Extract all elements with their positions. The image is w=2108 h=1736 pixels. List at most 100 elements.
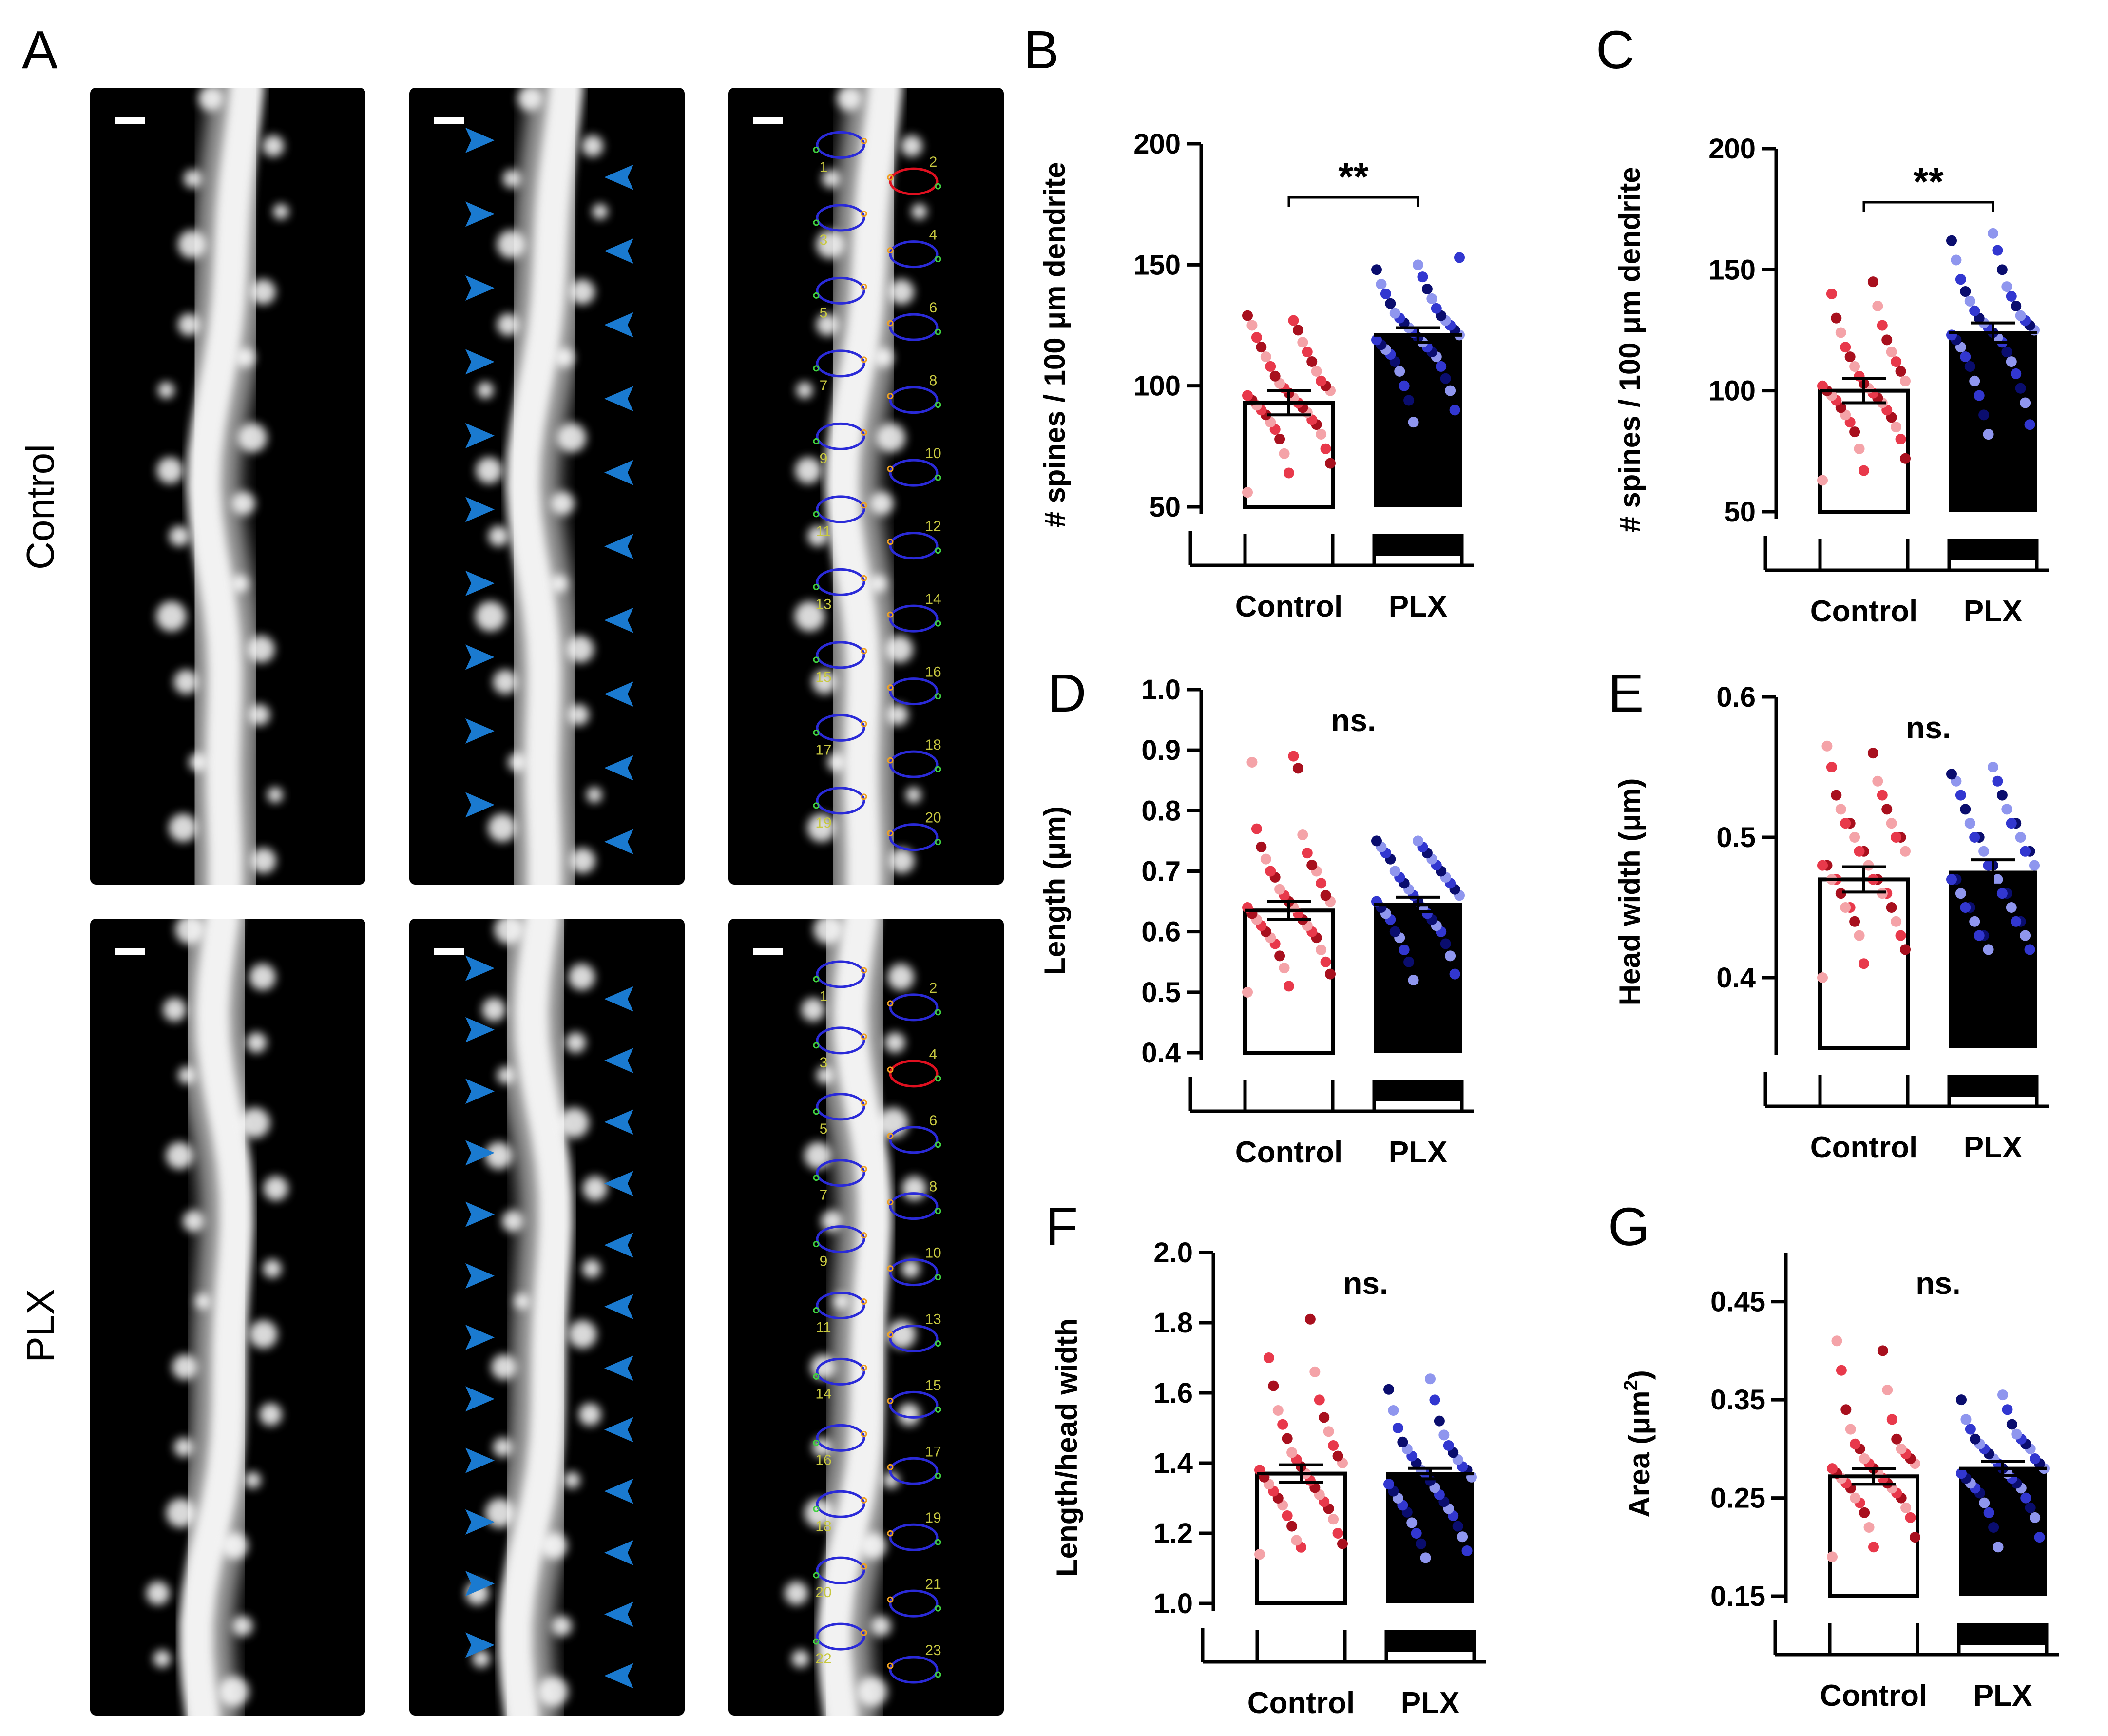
data-point-plx <box>2015 383 2026 394</box>
spine-blob <box>860 1532 886 1559</box>
spine-arrow-icon <box>604 1293 633 1319</box>
spine-arrow-icon <box>465 1017 495 1042</box>
spine-number: 11 <box>816 1320 831 1336</box>
data-point-control <box>1256 841 1267 852</box>
spine-number: 15 <box>815 669 831 685</box>
chart-panel-d: 0.4 0.5 0.6 0.7 0.8 0.9 1.0 Control PLX ns. Length… <box>1038 674 1474 1169</box>
data-point-control <box>1877 790 1888 801</box>
spine-blob <box>248 704 270 726</box>
scale-bar <box>434 117 464 124</box>
spine-blob <box>235 347 255 367</box>
bar-plx-stub <box>1386 1630 1474 1652</box>
bar-plx <box>1949 872 2037 1048</box>
data-point-plx <box>2001 804 2012 815</box>
data-point-control <box>1316 429 1327 440</box>
y-tick-label: 0.6 <box>1716 681 1756 713</box>
data-point-plx <box>2006 818 2017 829</box>
spine-marker-green <box>935 328 941 335</box>
spine-blob <box>570 848 595 873</box>
data-point-control <box>1316 878 1327 889</box>
spine-number: 14 <box>925 591 941 607</box>
spine-blob <box>889 848 915 873</box>
scale-bar <box>115 117 145 124</box>
y-tick-label: 0.25 <box>1710 1483 1765 1514</box>
data-point-control <box>1817 860 1828 871</box>
spine-number: 4 <box>929 227 938 243</box>
data-point-plx <box>2006 902 2017 913</box>
spine-marker-green <box>813 729 820 736</box>
spine-blob <box>156 601 187 632</box>
spine-arrow-icon <box>604 1232 633 1258</box>
data-point-control <box>1826 762 1837 772</box>
spine-arrow-icon <box>604 460 633 485</box>
spine-blob <box>554 347 574 367</box>
spine-blob <box>592 204 608 220</box>
spine-trace <box>889 750 939 778</box>
spine-arrow-icon <box>465 718 495 744</box>
spine-blob <box>476 457 502 484</box>
y-tick-label: 0.4 <box>1716 962 1756 994</box>
spine-arrow-icon <box>604 1355 633 1381</box>
data-point-control <box>1910 1532 1920 1543</box>
dendrite-shaft <box>498 919 573 1716</box>
data-point-plx <box>1461 1545 1473 1556</box>
data-point-plx <box>1964 295 1975 307</box>
spine-blob <box>475 601 506 632</box>
spine-arrow-icon <box>604 1417 633 1443</box>
data-point-control <box>1277 1419 1288 1430</box>
data-point-plx <box>1996 264 2008 275</box>
data-point-control <box>1302 848 1313 859</box>
spine-number: 18 <box>815 1518 831 1534</box>
scale-bar <box>753 948 783 955</box>
spine-arrow-icon <box>465 1447 495 1473</box>
spine-blob <box>218 1676 249 1707</box>
data-point-control <box>1304 1313 1316 1325</box>
spine-number: 6 <box>929 300 938 316</box>
spine-marker-green <box>813 1373 820 1380</box>
spine-number: 2 <box>929 154 938 170</box>
spine-trace <box>889 1589 939 1618</box>
spine-marker-orange <box>861 793 867 800</box>
y-tick-label: 1.0 <box>1141 674 1181 706</box>
spine-arrow-icon <box>465 1263 495 1289</box>
spine-number: 8 <box>929 373 938 389</box>
scale-bar <box>115 948 145 955</box>
data-point-control <box>1254 1549 1265 1560</box>
data-point-control <box>1850 1438 1861 1449</box>
data-point-plx <box>1408 975 1419 985</box>
spine-blob <box>833 1293 849 1310</box>
data-point-control <box>1891 422 1902 433</box>
data-point-plx <box>1951 254 1962 266</box>
spine-blob <box>812 1437 832 1457</box>
spine-blob <box>816 1066 834 1084</box>
spine-number: 18 <box>925 737 941 753</box>
spine-marker-orange <box>887 1464 894 1470</box>
y-tick-label: 150 <box>1133 249 1181 281</box>
spine-blob <box>249 1320 278 1349</box>
data-point-plx <box>1399 380 1410 391</box>
data-point-control <box>1859 958 1869 969</box>
spine-blob <box>566 635 594 663</box>
spine-trace <box>889 1324 939 1352</box>
data-point-control <box>1863 1522 1875 1533</box>
y-tick-label: 1.4 <box>1153 1447 1193 1479</box>
spine-blob <box>540 1532 567 1559</box>
data-point-plx <box>2030 1453 2041 1464</box>
data-point-plx <box>1389 926 1400 937</box>
spine-marker-green <box>935 620 941 627</box>
y-tick-label: 0.35 <box>1710 1384 1765 1416</box>
spine-arrow-icon <box>604 164 633 190</box>
data-point-control <box>1817 972 1828 983</box>
spine-number: 13 <box>815 596 831 612</box>
spine-trace <box>816 495 865 523</box>
data-point-control <box>1314 1394 1325 1406</box>
micrograph-content <box>475 88 608 885</box>
spine-marker-green <box>935 1274 941 1281</box>
spine-trace <box>816 641 865 669</box>
spine-marker-green <box>813 365 820 372</box>
spine-trace <box>889 1126 939 1154</box>
data-point-control <box>1306 356 1318 367</box>
spine-trace <box>889 1060 939 1088</box>
data-point-plx <box>1417 271 1428 283</box>
